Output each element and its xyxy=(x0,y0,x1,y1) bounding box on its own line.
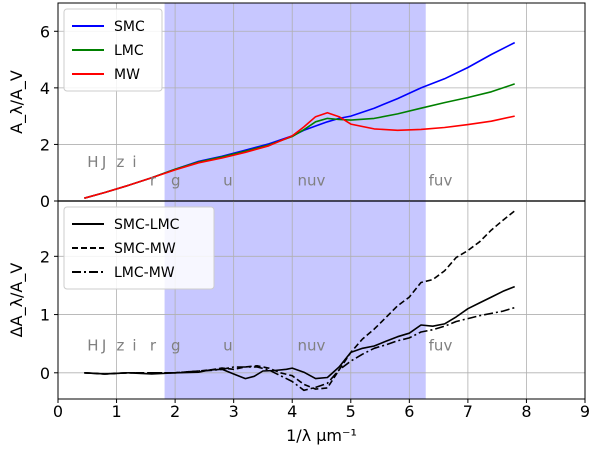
x-tick-label: 0 xyxy=(53,402,63,421)
series-line xyxy=(84,210,516,390)
x-tick-label: 5 xyxy=(346,402,356,421)
band-label: J xyxy=(101,153,106,171)
band-label: nuv xyxy=(297,171,325,189)
y-axis-label: ΔA_λ/A_V xyxy=(7,263,27,338)
band-label: nuv xyxy=(297,337,325,355)
legend-label: SMC-LMC xyxy=(114,217,180,233)
y-tick-label: 2 xyxy=(40,247,50,266)
band-label: i xyxy=(132,153,136,171)
y-axis-label: A_λ/A_V xyxy=(7,70,27,134)
y-tick-label: 0 xyxy=(40,364,50,383)
x-tick-label: 4 xyxy=(287,402,297,421)
band-label: z xyxy=(117,337,125,355)
band-label: H xyxy=(87,337,98,355)
y-tick-label: 6 xyxy=(40,22,50,41)
y-tick-label: 4 xyxy=(40,79,50,98)
y-tick-label: 1 xyxy=(40,306,50,325)
x-tick-label: 6 xyxy=(404,402,414,421)
legend-label: SMC-MW xyxy=(114,241,176,257)
band-label: fuv xyxy=(429,337,453,355)
x-axis-label: 1/λ μm⁻¹ xyxy=(286,426,357,445)
y-tick-label: 2 xyxy=(40,135,50,154)
x-tick-label: 9 xyxy=(580,402,590,421)
band-label: fuv xyxy=(429,171,453,189)
x-tick-label: 8 xyxy=(521,402,531,421)
x-tick-label: 1 xyxy=(111,402,121,421)
band-label: r xyxy=(150,171,157,189)
band-label: g xyxy=(171,337,181,355)
series-line xyxy=(84,306,515,392)
series-line xyxy=(84,111,515,199)
legend-label: MW xyxy=(114,67,140,83)
legend: SMC LMC MW xyxy=(63,8,163,92)
shaded-region xyxy=(164,3,426,201)
legend-label: SMC xyxy=(114,19,145,35)
legend-box xyxy=(63,206,215,290)
legend: SMC-LMC SMC-MW LMC-MW xyxy=(63,206,215,290)
band-label: z xyxy=(117,153,125,171)
band-label: u xyxy=(223,337,233,355)
band-label: H xyxy=(87,153,98,171)
x-tick-label: 2 xyxy=(170,402,180,421)
x-tick-label: 7 xyxy=(463,402,473,421)
band-label: u xyxy=(223,171,233,189)
band-label: g xyxy=(171,171,181,189)
band-label: r xyxy=(150,337,157,355)
band-label: J xyxy=(101,337,106,355)
y-tick-label: 0 xyxy=(40,192,50,211)
band-label: i xyxy=(132,337,136,355)
x-tick-label: 3 xyxy=(229,402,239,421)
legend-label: LMC xyxy=(114,43,144,59)
legend-label: LMC-MW xyxy=(114,265,175,281)
legend-box xyxy=(63,8,163,92)
axes-frame xyxy=(57,200,586,400)
